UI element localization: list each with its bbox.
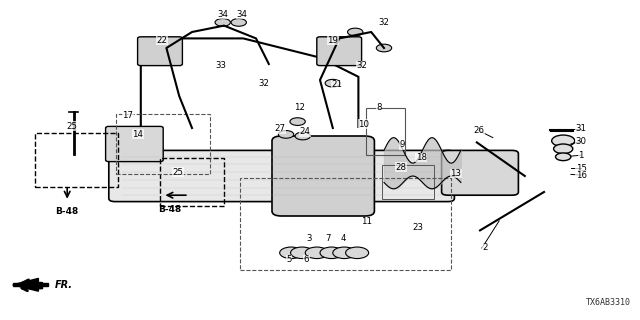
- Text: B-48: B-48: [158, 205, 181, 214]
- Circle shape: [280, 247, 303, 259]
- Text: 15: 15: [575, 164, 587, 172]
- Text: 6: 6: [304, 255, 309, 264]
- Text: 32: 32: [378, 18, 390, 27]
- FancyBboxPatch shape: [272, 136, 374, 216]
- Text: 28: 28: [396, 163, 407, 172]
- Circle shape: [348, 28, 363, 36]
- FancyBboxPatch shape: [138, 37, 182, 66]
- Circle shape: [325, 79, 340, 87]
- Text: 7: 7: [325, 234, 330, 243]
- Text: 31: 31: [575, 124, 587, 133]
- Polygon shape: [13, 283, 48, 286]
- Text: 13: 13: [450, 169, 461, 178]
- Polygon shape: [13, 278, 38, 291]
- FancyBboxPatch shape: [109, 150, 454, 202]
- Text: FR.: FR.: [54, 280, 72, 290]
- Text: 24: 24: [300, 127, 311, 136]
- Text: 32: 32: [356, 61, 367, 70]
- Text: 4: 4: [341, 234, 346, 243]
- Text: TX6AB3310: TX6AB3310: [586, 298, 630, 307]
- Text: 21: 21: [332, 80, 343, 89]
- Circle shape: [333, 247, 356, 259]
- Text: 3: 3: [307, 234, 312, 243]
- Circle shape: [215, 19, 230, 26]
- Text: 2: 2: [483, 244, 488, 252]
- Circle shape: [556, 153, 571, 161]
- Circle shape: [295, 132, 310, 140]
- Text: 9: 9: [399, 140, 404, 149]
- Circle shape: [290, 118, 305, 125]
- Circle shape: [278, 131, 294, 138]
- Text: 8: 8: [376, 103, 381, 112]
- Text: 30: 30: [575, 137, 587, 146]
- FancyBboxPatch shape: [106, 126, 163, 162]
- Text: 5: 5: [287, 255, 292, 264]
- Text: 10: 10: [358, 120, 369, 129]
- FancyBboxPatch shape: [317, 37, 362, 66]
- Circle shape: [320, 247, 343, 259]
- Text: 27: 27: [275, 124, 286, 133]
- Text: 34: 34: [236, 10, 248, 19]
- Text: 18: 18: [415, 153, 427, 162]
- Text: 26: 26: [473, 126, 484, 135]
- Text: 1: 1: [579, 151, 584, 160]
- Circle shape: [346, 247, 369, 259]
- Circle shape: [552, 135, 575, 147]
- Text: 33: 33: [215, 61, 227, 70]
- Text: 22: 22: [156, 36, 168, 44]
- Circle shape: [305, 247, 328, 259]
- Text: 17: 17: [122, 111, 134, 120]
- Text: 34: 34: [217, 10, 228, 19]
- Text: 16: 16: [575, 171, 587, 180]
- Text: 25: 25: [67, 122, 78, 131]
- Text: 25: 25: [172, 168, 184, 177]
- Text: 19: 19: [328, 36, 338, 44]
- Text: 23: 23: [412, 223, 424, 232]
- Text: 11: 11: [360, 217, 372, 226]
- Circle shape: [376, 44, 392, 52]
- FancyBboxPatch shape: [442, 150, 518, 195]
- Circle shape: [291, 247, 314, 259]
- Text: 32: 32: [259, 79, 270, 88]
- Text: 12: 12: [294, 103, 305, 112]
- Circle shape: [231, 19, 246, 26]
- Text: B-48: B-48: [56, 207, 79, 216]
- Text: 14: 14: [132, 130, 143, 139]
- Circle shape: [554, 144, 573, 154]
